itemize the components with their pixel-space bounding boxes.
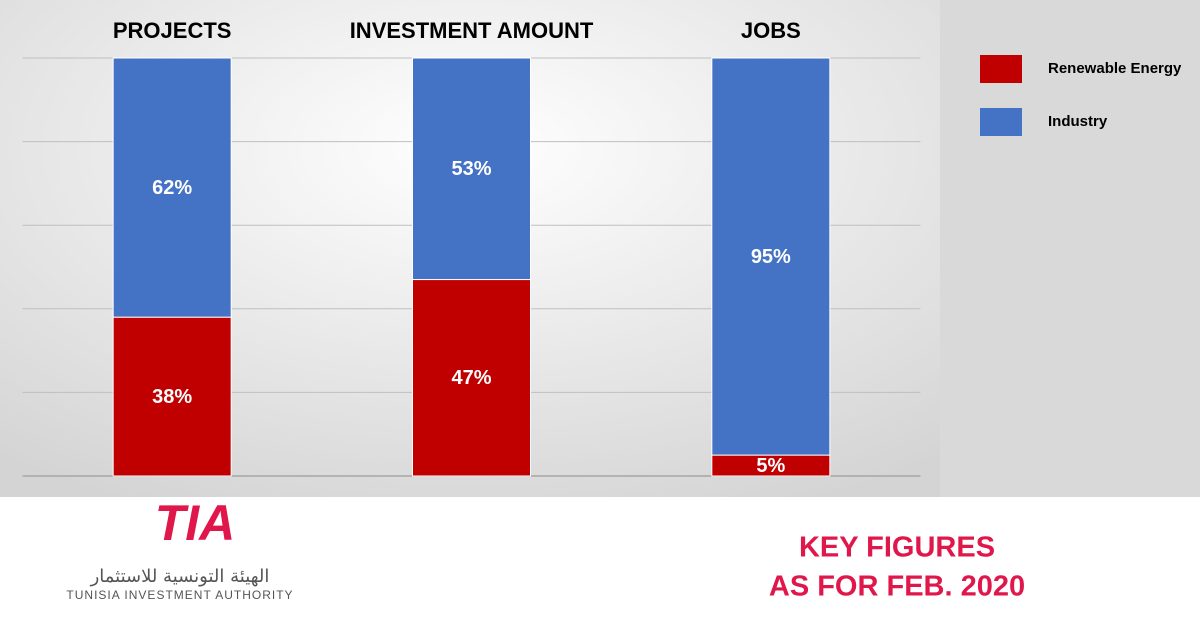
bar-segment — [112, 57, 232, 318]
bar-segment — [112, 316, 232, 477]
plot: PROJECTS 38% 62% INVESTMENT AMOUNT 47% 53% JOB… — [22, 18, 1182, 477]
caption: KEY FIGURES — [799, 532, 995, 564]
logo: TIA — [155, 495, 236, 551]
caption: AS FOR FEB. 2020 — [769, 571, 1025, 603]
category-label: INVESTMENT AMOUNT — [350, 18, 594, 43]
bar-segment — [711, 57, 831, 456]
org-english: TUNISIA INVESTMENT AUTHORITY — [66, 588, 293, 602]
bar-segment — [412, 57, 531, 281]
bar-segment — [412, 279, 531, 477]
category-label: JOBS — [741, 18, 801, 43]
legend-swatch — [980, 55, 1022, 83]
value-label: 5% — [756, 455, 785, 477]
value-label: 47% — [451, 367, 491, 389]
value-label: 53% — [451, 158, 491, 180]
legend-label: Renewable Energy — [1048, 60, 1182, 77]
legend-label: Industry — [1048, 113, 1108, 130]
value-label: 95% — [751, 246, 791, 268]
legend-swatch — [980, 108, 1022, 136]
value-label: 38% — [152, 386, 192, 408]
category-label: PROJECTS — [113, 18, 232, 43]
value-label: 62% — [152, 177, 192, 199]
org-arabic: الهيئة التونسية للاستثمار — [90, 566, 270, 587]
